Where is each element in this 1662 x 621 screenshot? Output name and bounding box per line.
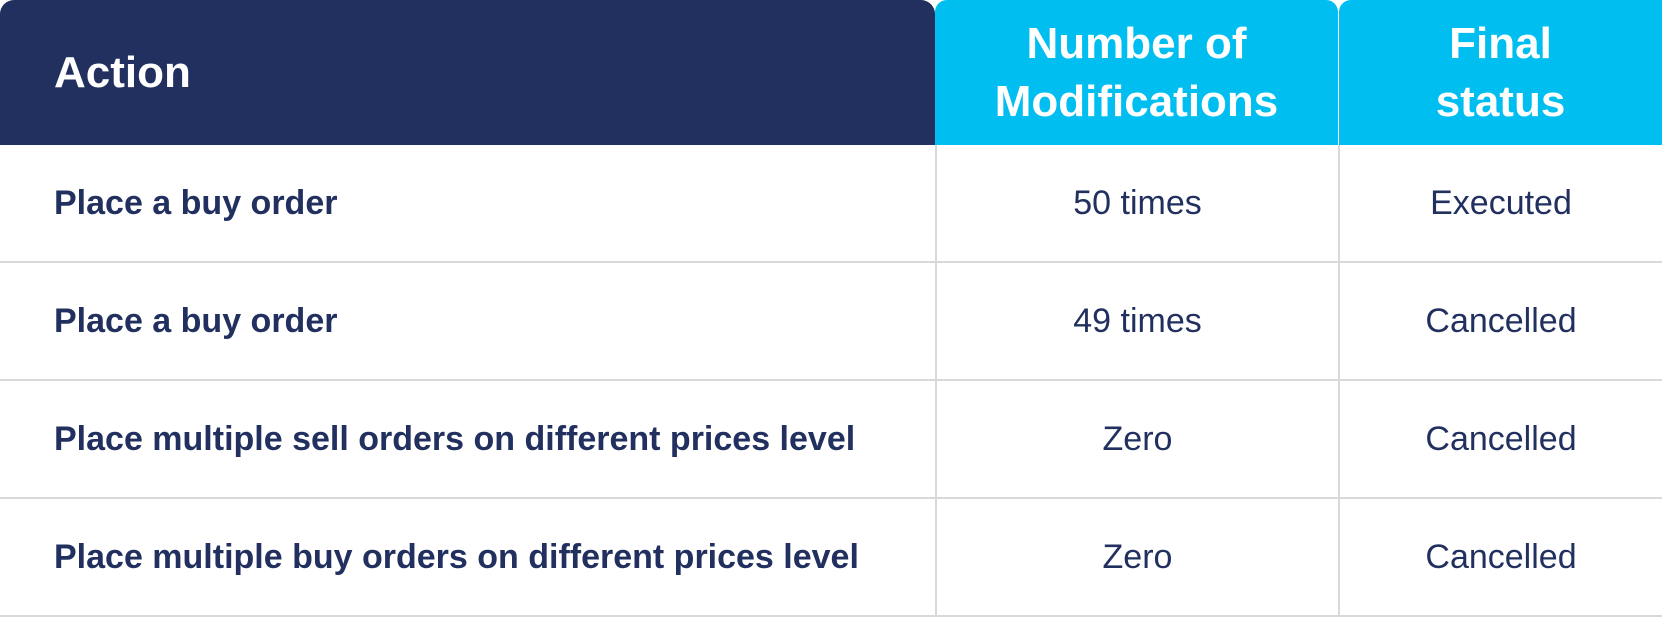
cell-modifications: Zero [935, 499, 1338, 615]
header-modifications: Number of Modifications [935, 0, 1338, 145]
table-row: Place a buy order 49 times Cancelled [0, 263, 1662, 381]
table-header: Action Number of Modifications Final sta… [0, 0, 1662, 145]
cell-action: Place a buy order [54, 301, 338, 340]
cell-action: Place multiple sell orders on different … [54, 419, 856, 458]
table-row: Place a buy order 50 times Executed [0, 145, 1662, 263]
table-body: Place a buy order 50 times Executed Plac… [0, 145, 1662, 617]
cell-modifications: 50 times [935, 145, 1338, 261]
table-row: Place multiple buy orders on different p… [0, 499, 1662, 617]
cell-status: Cancelled [1338, 499, 1662, 615]
cell-action: Place a buy order [54, 183, 338, 222]
header-final-status: Final status [1339, 0, 1662, 145]
table-row: Place multiple sell orders on different … [0, 381, 1662, 499]
cell-status: Cancelled [1338, 263, 1662, 379]
cell-modifications: Zero [935, 381, 1338, 497]
cell-action: Place multiple buy orders on different p… [54, 537, 859, 576]
header-modifications-line1: Number of [1026, 18, 1247, 68]
cell-modifications: 49 times [935, 263, 1338, 379]
header-action: Action [0, 0, 935, 145]
cell-status: Cancelled [1338, 381, 1662, 497]
header-action-label: Action [54, 47, 191, 97]
cell-status: Executed [1338, 145, 1662, 261]
header-status-line1: Final [1449, 18, 1552, 68]
header-status-line2: status [1435, 76, 1566, 126]
header-modifications-line2: Modifications [994, 76, 1279, 126]
